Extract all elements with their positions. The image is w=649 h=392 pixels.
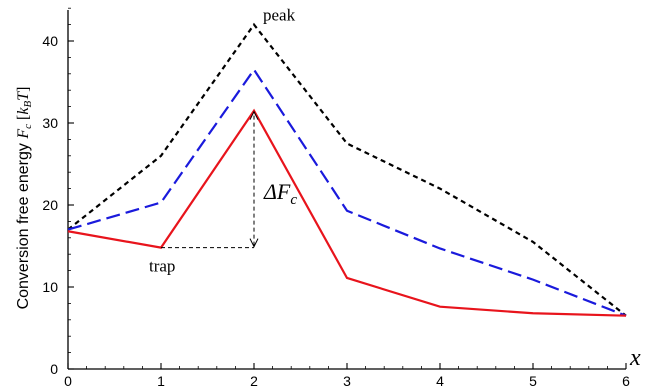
y-axis-label: Conversion free energy Fc [kBT] — [15, 87, 34, 310]
x-tick-label: 2 — [250, 373, 258, 389]
y-tick-label: 30 — [42, 115, 58, 131]
delta-arrow-head-bottom — [249, 238, 259, 248]
y-tick-label: 10 — [42, 279, 58, 295]
x-tick-label: 0 — [64, 373, 72, 389]
x-tick-label: 4 — [436, 373, 444, 389]
delta-arrow-head-top — [249, 110, 259, 120]
delta-label: ΔFc — [263, 179, 297, 208]
x-axis-label: x — [629, 345, 641, 371]
trap-label: trap — [149, 257, 175, 276]
axes: 0 1 2 3 4 5 6 0 10 20 30 40 — [42, 7, 630, 389]
series-line-1 — [67, 22, 627, 317]
y-tick-label: 20 — [42, 197, 58, 213]
annotations: peak trap ΔFc — [149, 6, 297, 276]
series-line-2 — [67, 67, 627, 317]
x-tick-label: 3 — [343, 373, 351, 389]
series-line-3 — [67, 108, 627, 317]
peak-label: peak — [263, 6, 296, 25]
x-tick-label: 1 — [157, 373, 165, 389]
x-tick-label: 6 — [622, 373, 630, 389]
x-tick-label: 5 — [529, 373, 537, 389]
y-tick-label: 40 — [42, 33, 58, 49]
y-tick-label: 0 — [50, 361, 58, 377]
